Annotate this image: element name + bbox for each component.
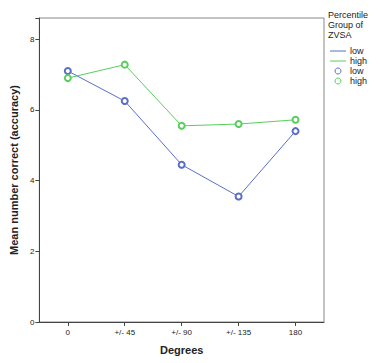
svg-text:Degrees: Degrees [160, 344, 203, 356]
svg-text:6: 6 [30, 105, 35, 114]
svg-text:+/- 90: +/- 90 [171, 328, 192, 337]
svg-text:0: 0 [66, 328, 71, 337]
svg-text:high: high [350, 56, 367, 66]
svg-text:Mean number correct (accuracy): Mean number correct (accuracy) [8, 85, 20, 255]
svg-text:2: 2 [30, 247, 35, 256]
svg-text:180: 180 [289, 328, 303, 337]
svg-text:0: 0 [30, 318, 35, 327]
svg-text:8: 8 [30, 35, 35, 44]
svg-text:Percentile: Percentile [328, 10, 371, 20]
svg-text:+/- 135: +/- 135 [226, 328, 252, 337]
svg-text:high: high [350, 76, 367, 86]
svg-text:4: 4 [30, 176, 35, 185]
svg-text:low: low [350, 66, 364, 76]
svg-text:low: low [350, 46, 364, 56]
svg-text:ZVSA: ZVSA [328, 30, 352, 40]
svg-text:Group of: Group of [328, 20, 366, 30]
svg-text:+/- 45: +/- 45 [114, 328, 135, 337]
